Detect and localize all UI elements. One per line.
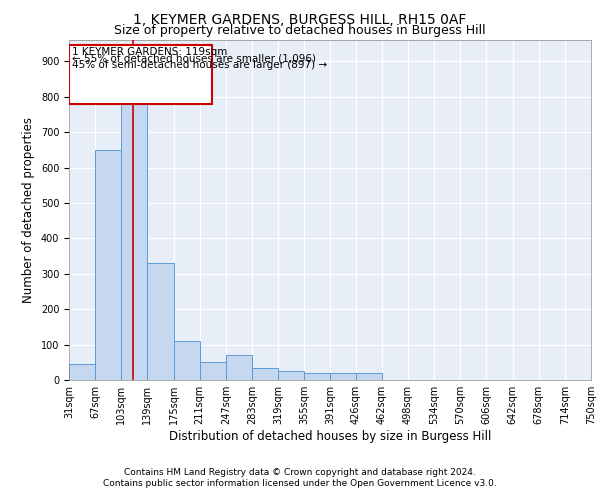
Text: Contains HM Land Registry data © Crown copyright and database right 2024.
Contai: Contains HM Land Registry data © Crown c… xyxy=(103,468,497,487)
Bar xyxy=(69,364,95,380)
Bar xyxy=(356,373,382,380)
Bar xyxy=(304,373,331,380)
Bar xyxy=(226,355,252,380)
Bar xyxy=(121,72,148,380)
Bar xyxy=(95,150,121,380)
FancyBboxPatch shape xyxy=(69,46,212,104)
Text: Size of property relative to detached houses in Burgess Hill: Size of property relative to detached ho… xyxy=(114,24,486,37)
Bar xyxy=(331,373,356,380)
Bar xyxy=(173,341,200,380)
Text: ← 55% of detached houses are smaller (1,096): ← 55% of detached houses are smaller (1,… xyxy=(72,54,316,64)
Bar xyxy=(252,368,278,380)
Text: 1 KEYMER GARDENS: 119sqm: 1 KEYMER GARDENS: 119sqm xyxy=(72,48,227,58)
Bar xyxy=(278,371,304,380)
Bar xyxy=(200,362,226,380)
Bar xyxy=(148,263,173,380)
Y-axis label: Number of detached properties: Number of detached properties xyxy=(22,117,35,303)
Text: 1, KEYMER GARDENS, BURGESS HILL, RH15 0AF: 1, KEYMER GARDENS, BURGESS HILL, RH15 0A… xyxy=(133,12,467,26)
X-axis label: Distribution of detached houses by size in Burgess Hill: Distribution of detached houses by size … xyxy=(169,430,491,443)
Text: 45% of semi-detached houses are larger (897) →: 45% of semi-detached houses are larger (… xyxy=(72,60,327,70)
